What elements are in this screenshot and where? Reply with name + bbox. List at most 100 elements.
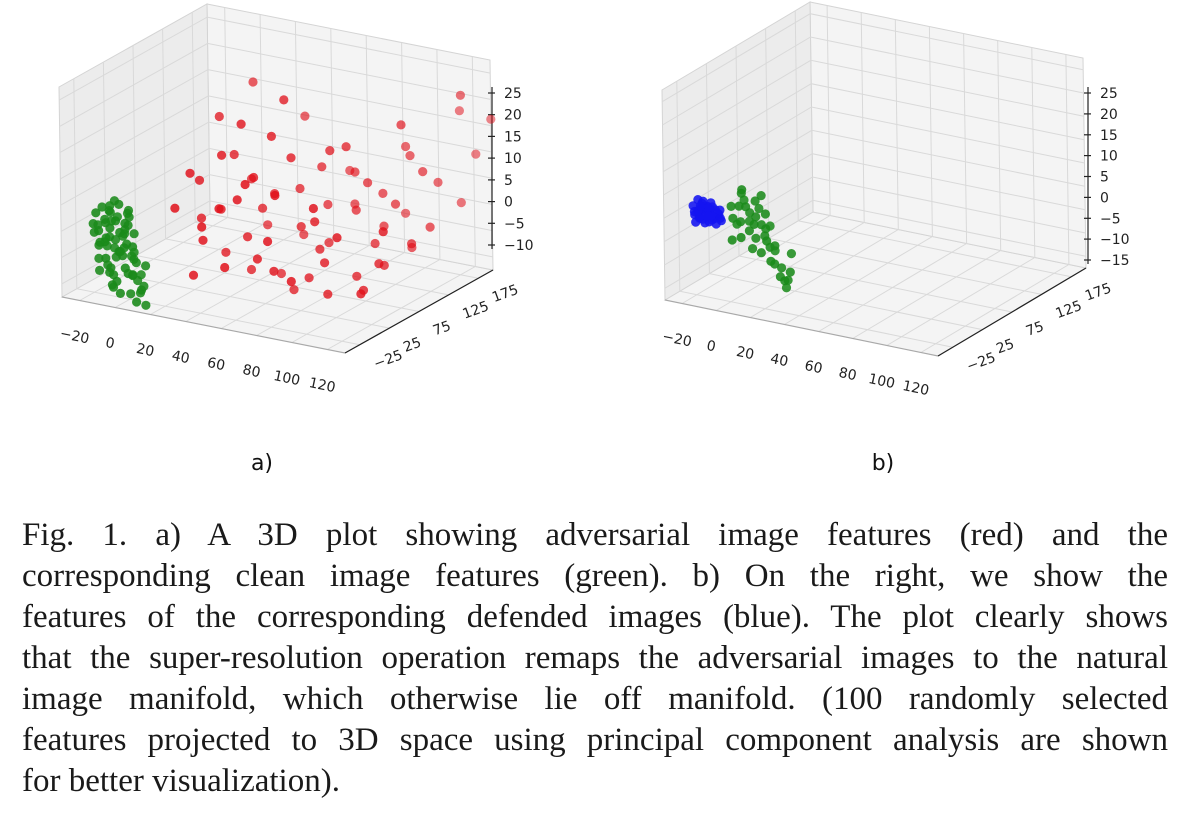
- data-point: [128, 270, 138, 280]
- grid-line: [61, 200, 493, 285]
- x-tick-label: 120: [901, 378, 930, 399]
- data-point: [105, 207, 115, 217]
- data-point: [240, 179, 250, 190]
- series-1: [688, 195, 726, 229]
- data-point: [405, 151, 415, 161]
- data-point: [332, 233, 342, 243]
- grid-line: [58, 16, 491, 101]
- panel-b-3d-scatter: −20 0 20 40 60 80 100 120−252575125175252015105…: [661, 1, 1130, 476]
- data-point: [370, 238, 380, 249]
- x-tick-label: 20: [735, 344, 756, 363]
- data-point: [197, 222, 207, 232]
- data-point: [454, 106, 464, 116]
- z-tick-label: 15: [504, 129, 522, 145]
- panel-a-3d-scatter: −20 0 20 40 60 80 100 120−252575125175252015105…: [58, 3, 534, 476]
- data-point: [770, 241, 780, 251]
- data-point: [88, 219, 98, 229]
- data-point: [323, 199, 333, 210]
- data-point: [374, 259, 384, 269]
- y-tick-label: 75: [431, 318, 453, 339]
- data-point: [102, 241, 112, 251]
- grid-line: [59, 69, 491, 154]
- z-tick-label: 20: [504, 108, 522, 124]
- grid-line: [662, 59, 1084, 149]
- caption-line-6: features projected to 3D space using pri…: [22, 722, 1168, 758]
- data-point: [433, 177, 443, 187]
- data-point: [131, 258, 141, 268]
- x-axis-line: [664, 299, 939, 357]
- y-tick-label: 175: [1083, 280, 1114, 304]
- x-tick-label: 0: [705, 338, 717, 356]
- z-tick-label: 0: [1100, 190, 1109, 206]
- data-point: [378, 227, 388, 237]
- data-point: [214, 111, 224, 122]
- data-point: [760, 209, 771, 219]
- data-point: [363, 178, 373, 188]
- data-point: [345, 165, 355, 176]
- grid-line: [664, 199, 1086, 289]
- z-tick-label: 20: [1100, 107, 1118, 123]
- data-point: [246, 174, 257, 184]
- data-point: [94, 253, 104, 263]
- grid-line: [886, 47, 1036, 346]
- data-point: [194, 175, 205, 185]
- grid-line: [662, 83, 1085, 173]
- data-point: [310, 217, 320, 227]
- data-point: [128, 242, 138, 252]
- grid-line: [852, 40, 1002, 339]
- grid-line: [60, 121, 492, 206]
- data-point: [246, 264, 257, 275]
- caption-line-4: that the super-resolution operation rema…: [22, 640, 1168, 676]
- data-point: [196, 213, 207, 223]
- data-point: [486, 114, 496, 124]
- data-point: [136, 270, 146, 280]
- panel-label: b): [872, 451, 895, 476]
- data-point: [216, 204, 226, 214]
- data-point: [107, 280, 117, 290]
- x-tick-label: 120: [307, 375, 336, 396]
- data-point: [785, 267, 795, 277]
- x-tick-label: 80: [837, 365, 858, 384]
- data-point: [123, 205, 134, 216]
- data-point: [325, 146, 335, 156]
- data-point: [751, 212, 761, 222]
- data-point: [105, 223, 115, 233]
- grid-line: [784, 26, 933, 325]
- z-tick-label: 5: [504, 173, 513, 189]
- data-point: [323, 289, 333, 299]
- data-point: [401, 141, 411, 152]
- grid-line: [59, 42, 491, 127]
- data-point: [221, 247, 231, 257]
- data-point: [703, 211, 714, 221]
- data-point: [141, 300, 151, 310]
- figure-panels: −20 0 20 40 60 80 100 120−252575125175252015105…: [58, 1, 1130, 476]
- data-point: [732, 219, 742, 229]
- grid-line: [663, 129, 1085, 219]
- data-point: [248, 77, 258, 87]
- data-point: [748, 244, 758, 254]
- data-point: [456, 198, 466, 208]
- x-tick-label: −20: [661, 329, 693, 351]
- caption-line-1: Fig. 1. a) A 3D plot showing adversarial…: [22, 517, 1168, 553]
- data-point: [320, 258, 330, 268]
- x-axis-line: [61, 296, 346, 354]
- data-point: [296, 222, 306, 232]
- data-point: [315, 244, 325, 254]
- data-point: [198, 235, 208, 245]
- data-point: [756, 248, 766, 258]
- grid-line: [715, 12, 865, 311]
- y-tick-label: 75: [1024, 319, 1046, 340]
- caption-line-5: image manifold, which otherwise lie off …: [22, 681, 1168, 717]
- panel-label: a): [251, 451, 273, 476]
- data-point: [123, 220, 133, 230]
- x-tick-label: 60: [803, 358, 824, 377]
- y-axis-line: [344, 269, 494, 354]
- data-point: [691, 217, 701, 227]
- caption-line-3: features of the corresponding defended i…: [22, 599, 1168, 635]
- data-point: [188, 270, 199, 280]
- data-point: [170, 203, 180, 213]
- data-point: [103, 260, 113, 270]
- y-tick-label: −25: [372, 347, 405, 372]
- data-point: [777, 263, 787, 273]
- grid-line: [661, 13, 1084, 103]
